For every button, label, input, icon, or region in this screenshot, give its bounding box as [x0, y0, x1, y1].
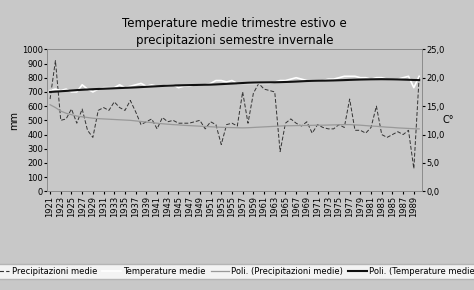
Title: Temperature medie trimestre estivo e
precipitazioni semestre invernale: Temperature medie trimestre estivo e pre…	[122, 17, 347, 47]
Y-axis label: C°: C°	[443, 115, 454, 125]
Y-axis label: mm: mm	[9, 111, 19, 130]
Legend: Precipitazioni medie, Temperature medie, Poli. (Precipitazioni medie), Poli. (Te: Precipitazioni medie, Temperature medie,…	[0, 264, 474, 280]
